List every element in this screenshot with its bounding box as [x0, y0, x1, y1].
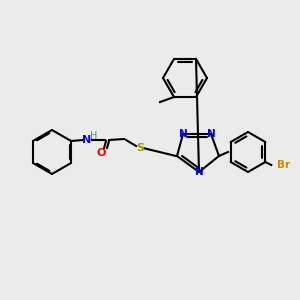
- Text: O: O: [96, 148, 106, 158]
- Text: H: H: [90, 131, 98, 141]
- Text: N: N: [195, 167, 203, 177]
- Text: N: N: [82, 135, 92, 145]
- Text: Br: Br: [277, 160, 290, 170]
- Text: N: N: [178, 129, 188, 139]
- Text: N: N: [207, 129, 215, 139]
- Text: S: S: [136, 143, 144, 153]
